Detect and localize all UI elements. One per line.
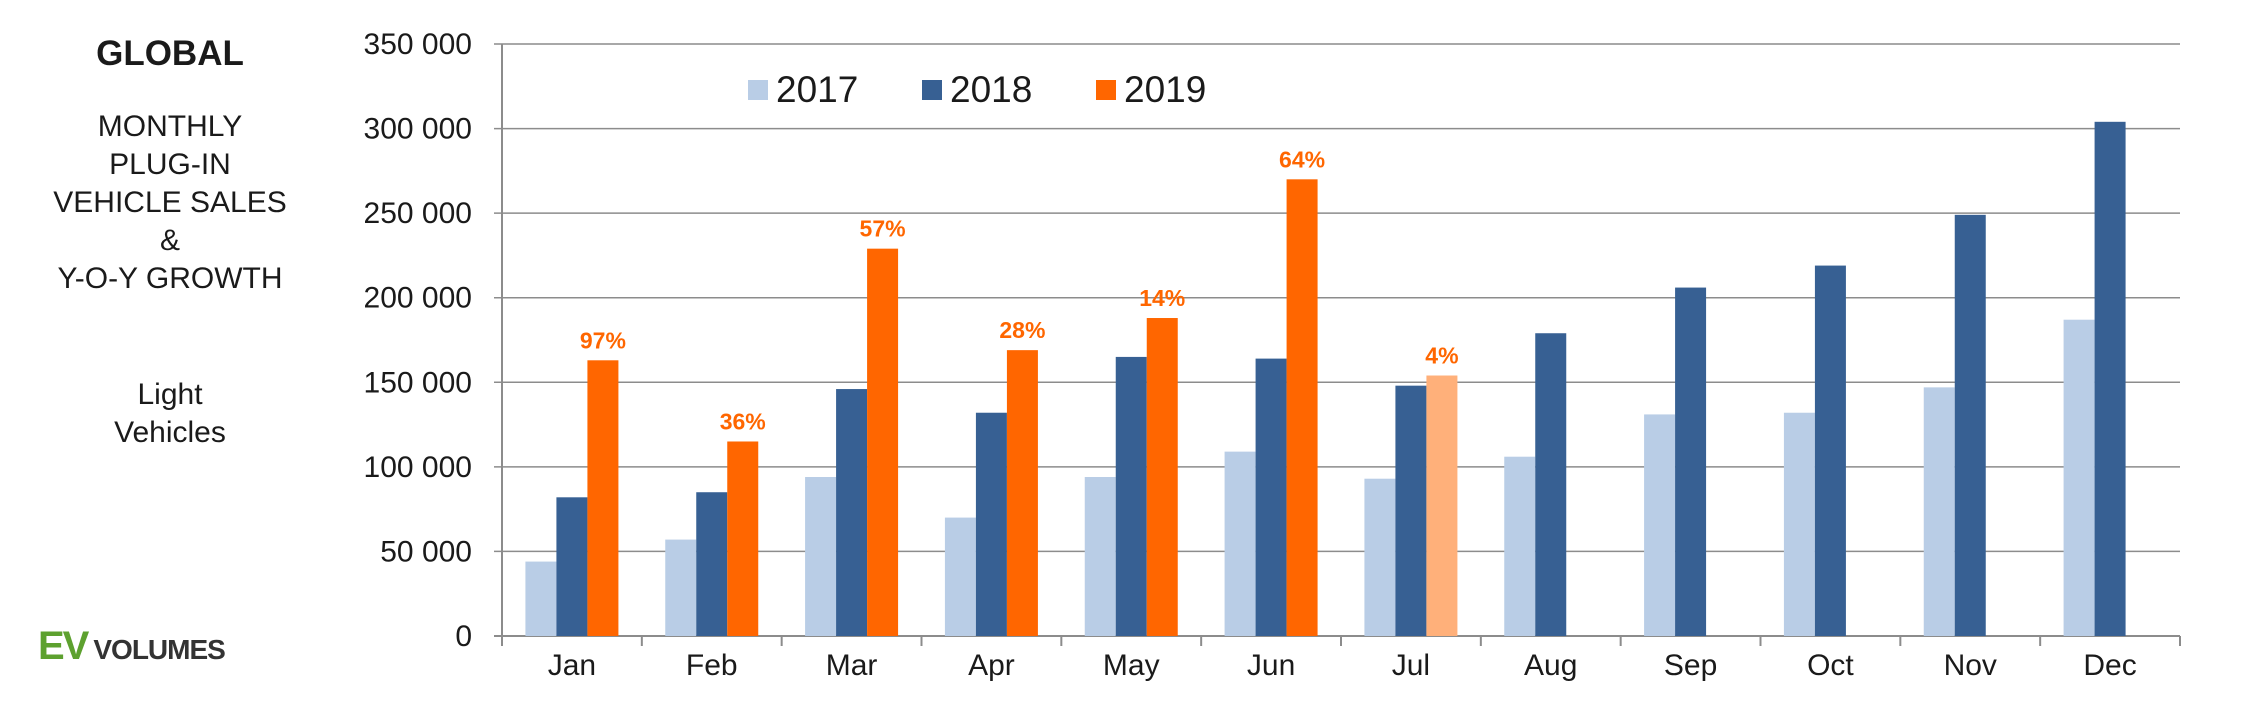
bar-2018-jun bbox=[1255, 358, 1287, 636]
x-tick-label: Jul bbox=[1392, 649, 1430, 682]
subtitle-line: MONTHLY bbox=[97, 110, 243, 143]
growth-label: 14% bbox=[1139, 285, 1185, 311]
legend-swatch-2019 bbox=[1096, 80, 1116, 100]
bar-2018-apr bbox=[975, 412, 1007, 636]
bar-2017-jul bbox=[1364, 478, 1396, 636]
y-tick-label: 150 000 bbox=[364, 366, 472, 399]
side-panel: GLOBAL MONTHLY PLUG-IN VEHICLE SALES & Y… bbox=[0, 0, 340, 712]
bar-2018-jan bbox=[556, 497, 588, 636]
legend-swatch-2017 bbox=[748, 80, 768, 100]
x-tick-label: Mar bbox=[826, 649, 878, 682]
bar-2018-aug bbox=[1535, 333, 1567, 636]
x-tick-label: Jan bbox=[548, 649, 596, 682]
bar-2018-mar bbox=[836, 389, 868, 636]
bar-2017-mar bbox=[805, 477, 837, 636]
x-tick-label: Sep bbox=[1664, 649, 1717, 682]
x-tick-label: Oct bbox=[1807, 649, 1854, 682]
vehicle-category: Light Vehicles bbox=[0, 376, 340, 452]
bar-2018-may bbox=[1115, 356, 1147, 636]
growth-label: 64% bbox=[1279, 146, 1325, 172]
legend-label: 2019 bbox=[1124, 69, 1206, 110]
bar-2017-jan bbox=[525, 561, 557, 636]
y-tick-label: 50 000 bbox=[380, 535, 472, 568]
subtitle-line: PLUG-IN bbox=[109, 148, 231, 181]
bar-2017-sep bbox=[1644, 414, 1676, 636]
bar-2017-nov bbox=[1923, 387, 1955, 636]
bar-2019-jul bbox=[1426, 375, 1458, 636]
subtitle-line: & bbox=[159, 224, 180, 257]
logo-volumes-text: VOLUMES bbox=[93, 634, 225, 665]
bar-2018-feb bbox=[696, 492, 728, 636]
legend-label: 2017 bbox=[776, 69, 858, 110]
y-tick-label: 200 000 bbox=[364, 282, 472, 315]
y-tick-label: 250 000 bbox=[364, 197, 472, 230]
y-tick-label: 300 000 bbox=[364, 113, 472, 146]
bar-2019-jan bbox=[587, 360, 619, 636]
bar-2019-feb bbox=[727, 441, 759, 636]
ev-volumes-logo: EV VOLUMES bbox=[38, 624, 226, 669]
region-title: GLOBAL bbox=[96, 34, 244, 73]
bar-2018-nov bbox=[1954, 214, 1986, 636]
subtitle-line: Y-O-Y GROWTH bbox=[57, 262, 283, 295]
bar-2019-apr bbox=[1006, 350, 1038, 636]
x-tick-label: Aug bbox=[1524, 649, 1577, 682]
bar-2017-dec bbox=[2063, 319, 2095, 636]
y-tick-label: 350 000 bbox=[364, 28, 472, 61]
x-tick-label: Nov bbox=[1944, 649, 1997, 682]
legend-label: 2018 bbox=[950, 69, 1032, 110]
y-tick-label: 0 bbox=[455, 620, 472, 653]
subtitle-line: VEHICLE SALES bbox=[53, 186, 287, 219]
bar-2017-aug bbox=[1504, 456, 1536, 636]
bar-2018-sep bbox=[1675, 287, 1707, 636]
x-tick-label: Dec bbox=[2083, 649, 2136, 682]
category-line: Vehicles bbox=[114, 416, 226, 449]
growth-label: 4% bbox=[1425, 343, 1458, 369]
x-tick-label: May bbox=[1103, 649, 1160, 682]
bar-2018-jul bbox=[1395, 385, 1427, 636]
bar-2017-apr bbox=[944, 517, 976, 636]
growth-label: 97% bbox=[580, 327, 626, 353]
bar-2017-feb bbox=[665, 539, 697, 636]
category-line: Light bbox=[137, 378, 203, 411]
bar-2019-may bbox=[1146, 318, 1178, 636]
bar-2019-mar bbox=[867, 248, 899, 637]
growth-label: 28% bbox=[999, 317, 1045, 343]
bar-2017-jun bbox=[1224, 451, 1256, 636]
y-tick-label: 100 000 bbox=[364, 451, 472, 484]
bar-2019-jun bbox=[1286, 179, 1318, 637]
growth-label: 57% bbox=[860, 216, 906, 242]
chart-subtitle: MONTHLY PLUG-IN VEHICLE SALES & Y-O-Y GR… bbox=[0, 108, 340, 298]
bar-2018-oct bbox=[1814, 265, 1846, 636]
logo-ev-text: EV bbox=[38, 624, 89, 668]
bar-2017-oct bbox=[1783, 412, 1815, 636]
legend-swatch-2018 bbox=[922, 80, 942, 100]
x-tick-label: Apr bbox=[968, 649, 1015, 682]
growth-label: 36% bbox=[720, 408, 766, 434]
bar-2017-may bbox=[1084, 477, 1116, 636]
x-tick-label: Feb bbox=[686, 649, 738, 682]
bar-2018-dec bbox=[2094, 121, 2126, 636]
x-tick-label: Jun bbox=[1247, 649, 1295, 682]
